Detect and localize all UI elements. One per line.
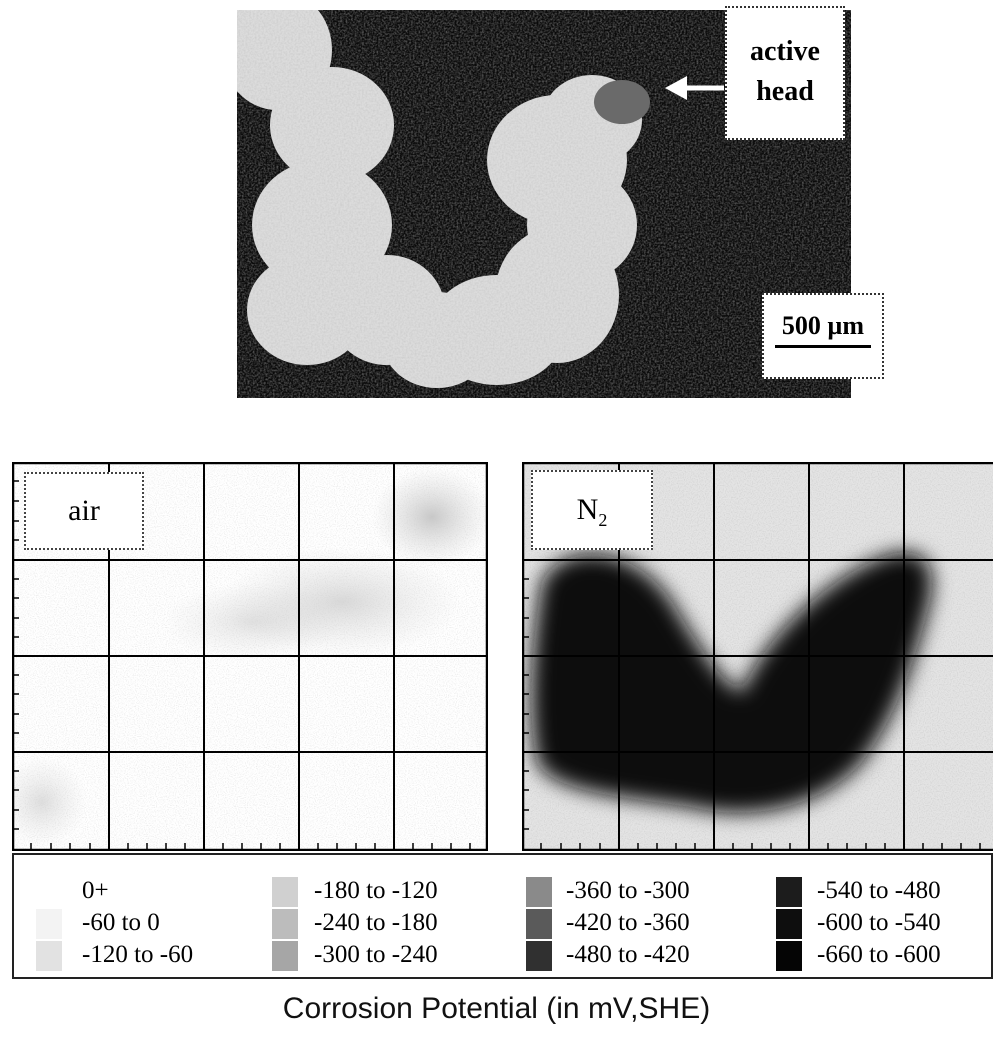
grid-air	[12, 462, 488, 851]
active-head-callout: active head	[725, 6, 845, 140]
legend-label: -420 to -360	[566, 909, 690, 936]
map-label-air: air	[24, 472, 144, 550]
legend-label: -300 to -240	[314, 941, 438, 968]
scale-bar-callout: 500 µm	[762, 293, 884, 379]
legend-swatch	[36, 909, 62, 939]
legend-swatch	[272, 877, 298, 907]
legend-label: -480 to -420	[566, 941, 690, 968]
air-label-text: air	[68, 494, 100, 527]
callout-line-2: head	[756, 76, 814, 107]
active-head-region	[594, 80, 650, 124]
legend-label: -60 to 0	[82, 909, 160, 936]
n2-label-sub: 2	[598, 510, 608, 530]
n2-dark-region	[531, 552, 932, 813]
scale-bar	[775, 345, 871, 348]
ticks-n2	[522, 578, 981, 851]
legend-swatch	[526, 877, 552, 907]
legend-swatch	[776, 941, 802, 971]
legend-label: -540 to -480	[817, 877, 941, 904]
scale-label: 500 µm	[781, 311, 865, 340]
legend-label: -360 to -300	[566, 877, 690, 904]
potential-legend: 0+ -60 to 0 -120 to -60 -180 to -120 -24…	[12, 853, 993, 979]
legend-swatch	[526, 909, 552, 939]
legend-swatch	[776, 877, 802, 907]
ticks-air	[12, 480, 471, 851]
legend-label: -600 to -540	[817, 909, 941, 936]
callout-line-1: active	[750, 36, 820, 67]
legend-label: -120 to -60	[82, 941, 194, 968]
legend-swatch	[272, 909, 298, 939]
legend-label: -240 to -180	[314, 909, 438, 936]
legend-label: -660 to -600	[817, 941, 941, 968]
legend-swatch	[776, 909, 802, 939]
legend-swatch	[36, 941, 62, 971]
legend-swatch	[36, 877, 62, 907]
n2-label-base: N	[576, 493, 599, 526]
legend-label: 0+	[82, 877, 109, 904]
legend-label: -180 to -120	[314, 877, 438, 904]
legend-swatch	[526, 941, 552, 971]
legend-swatch	[272, 941, 298, 971]
figure-caption: Corrosion Potential (in mV,SHE)	[282, 992, 711, 1025]
arrow-left-icon	[665, 76, 724, 100]
map-label-n2: N2	[531, 470, 653, 550]
